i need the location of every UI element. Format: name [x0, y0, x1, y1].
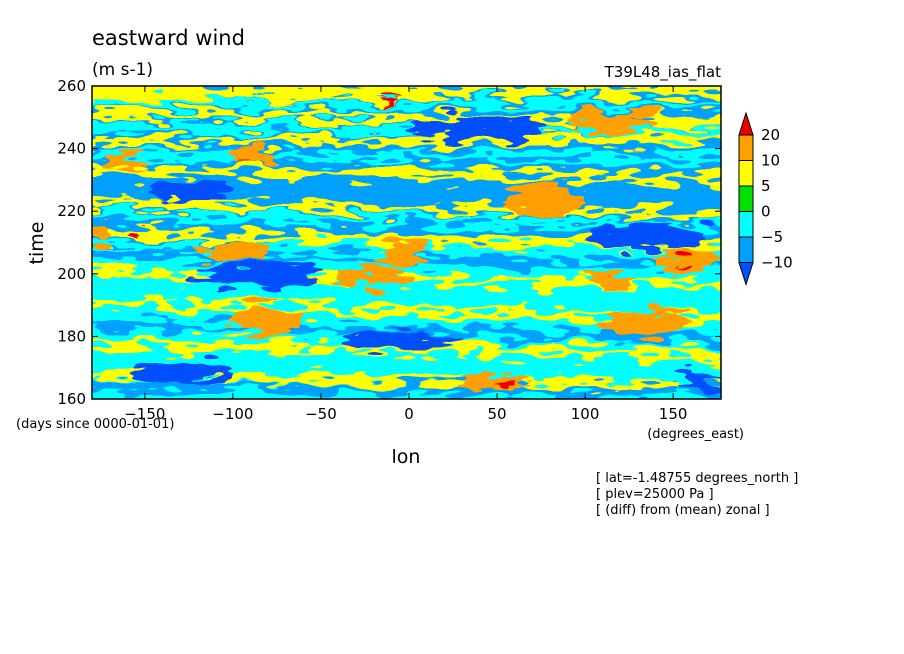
x-axis-units: (degrees_east) [647, 427, 744, 442]
x-axis-label: lon [392, 446, 421, 468]
x-tick-label: −50 [305, 405, 337, 423]
field-patch-22 [673, 258, 695, 265]
x-tick-label: 100 [571, 405, 600, 423]
colorbar-label: 5 [761, 177, 771, 195]
field-patch-18 [144, 179, 233, 202]
field-patch-3 [567, 111, 656, 133]
plot-frame [91, 85, 722, 400]
field-patch-10 [585, 273, 638, 287]
y-tick-label: 260 [57, 77, 86, 95]
colorbar-label: 20 [761, 126, 780, 144]
colorbar-label: 10 [761, 152, 780, 170]
field-patch-0 [106, 154, 145, 171]
field-patch-14 [338, 330, 462, 349]
y-tick-label: 180 [57, 327, 86, 345]
colorbar-segment [738, 236, 754, 263]
field-patch-12 [197, 242, 269, 259]
field-band-17 [92, 338, 721, 359]
y-tick-label: 200 [57, 265, 86, 283]
field-band-5 [92, 134, 721, 147]
field-patch-2 [92, 226, 119, 243]
run-label: T39L48_ias_flat [604, 63, 722, 82]
x-tick-label: 50 [487, 405, 506, 423]
chart-title: eastward wind [92, 26, 245, 50]
colorbar: 20 10 5 0 −5 −10 [738, 111, 793, 287]
field-patch-1 [232, 148, 277, 168]
x-tick-label: −150 [124, 405, 165, 423]
field-patch-21 [500, 380, 519, 387]
colorbar-segment [738, 160, 754, 187]
annotation-latitude: [ lat=-1.48755 degrees_north ] [596, 471, 798, 486]
x-tick-label: 0 [404, 405, 414, 423]
field-patch-6 [232, 305, 304, 337]
field-patch-19 [585, 223, 709, 249]
field-patch-15 [673, 373, 721, 390]
colorbar-label: −10 [761, 254, 793, 272]
field-band-2 [92, 98, 721, 110]
field-patch-24 [127, 233, 138, 237]
colorbar-segment [738, 211, 754, 238]
field-band-20 [92, 382, 721, 397]
field-band-6 [92, 150, 721, 164]
y-axis-units: (days since 0000-01-01) [16, 417, 174, 432]
chart-units: (m s-1) [92, 60, 153, 80]
field-band-14 [92, 281, 721, 303]
field-patch-7 [602, 311, 691, 337]
colorbar-bottom-arrow [738, 262, 754, 287]
x-tick-label: −100 [212, 405, 253, 423]
field-band-4 [92, 122, 721, 136]
colorbar-segment [738, 185, 754, 212]
field-band-9 [92, 198, 721, 220]
field-patch-4 [505, 186, 586, 218]
annotation-diff: [ (diff) from (mean) zonal ] [596, 503, 770, 518]
x-tick-label: 150 [659, 405, 688, 423]
colorbar-label: 0 [761, 203, 771, 221]
y-tick-label: 240 [57, 140, 86, 158]
field-patch-16 [127, 361, 233, 384]
annotation-pressure-level: [ plev=25000 Pa ] [596, 487, 714, 502]
colorbar-label: −5 [761, 228, 783, 246]
y-axis: 160 180 200 220 240 260 [57, 77, 721, 408]
field-patch-8 [461, 373, 533, 390]
field-patch-5 [373, 242, 427, 265]
field-band-7 [92, 165, 721, 184]
y-tick-label: 160 [57, 390, 86, 408]
field-patch-23 [239, 159, 251, 165]
field-patch-11 [338, 267, 409, 287]
x-axis: −150 −100 −50 0 50 100 150 [124, 86, 687, 423]
y-tick-label: 220 [57, 202, 86, 220]
colorbar-top-arrow [738, 111, 754, 136]
colorbar-segment [738, 134, 754, 161]
wind-field [92, 86, 721, 399]
field-band-1 [92, 86, 721, 100]
y-axis-label: time [26, 222, 48, 265]
field-patch-13 [197, 261, 321, 287]
field-patch-20 [384, 92, 402, 97]
field-patch-17 [408, 117, 550, 140]
